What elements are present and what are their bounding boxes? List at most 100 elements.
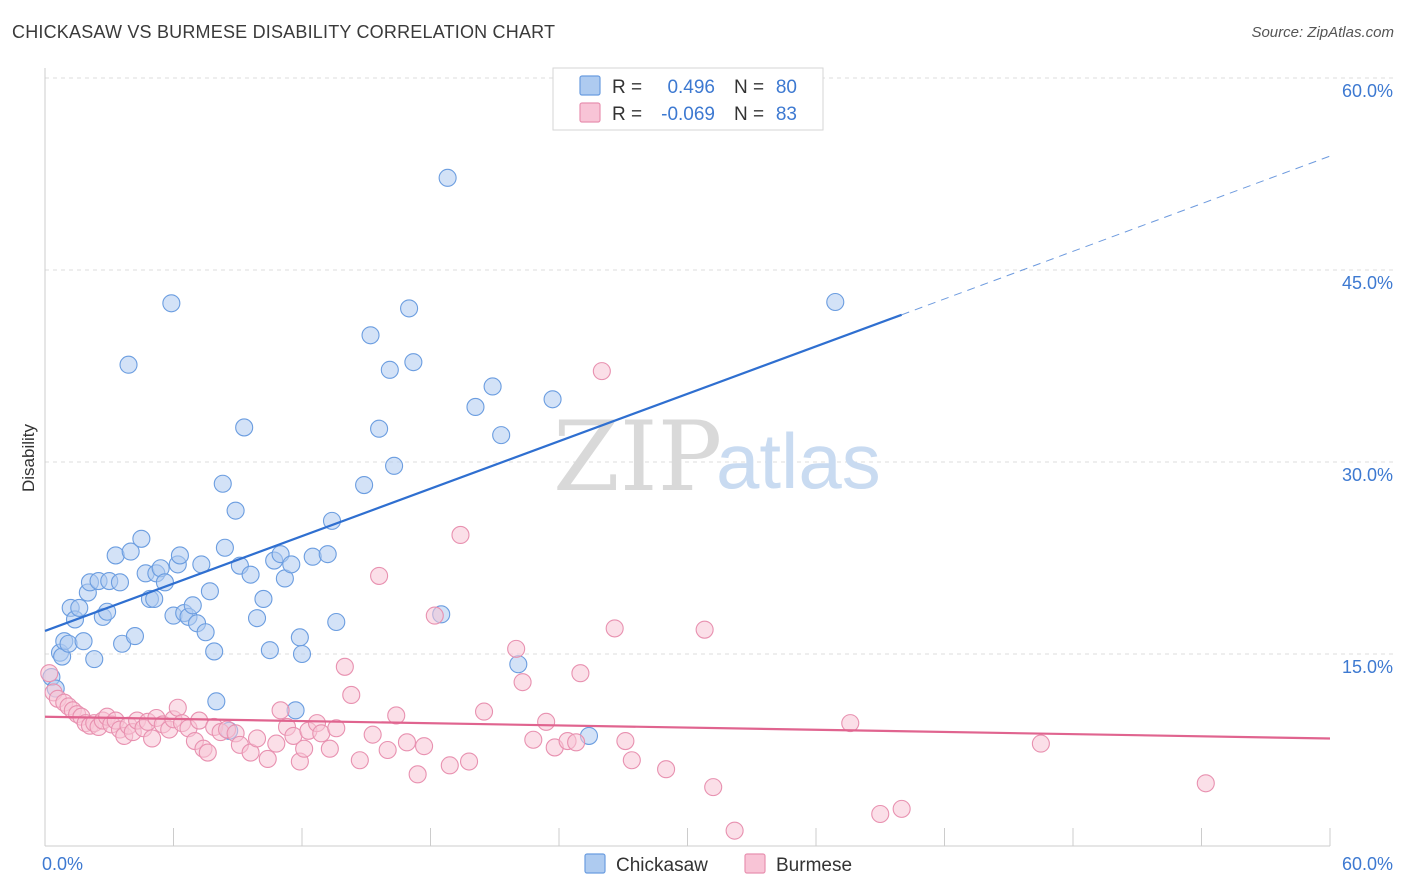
bottom-legend-swatch-chickasaw bbox=[584, 853, 606, 874]
data-point-burmese bbox=[397, 733, 416, 752]
data-point-chickasaw bbox=[241, 565, 260, 584]
data-point-chickasaw bbox=[404, 353, 423, 372]
data-point-burmese bbox=[271, 701, 290, 720]
data-point-chickasaw bbox=[119, 355, 138, 374]
data-point-chickasaw bbox=[207, 692, 226, 711]
data-point-burmese bbox=[592, 362, 611, 381]
data-point-burmese bbox=[143, 729, 162, 748]
legend: R = 0.496 N = 80 R = -0.069 N = 83 bbox=[552, 67, 824, 131]
data-point-chickasaw bbox=[226, 501, 245, 520]
x-tick-label: 60.0% bbox=[1342, 854, 1393, 874]
data-point-burmese bbox=[451, 525, 470, 545]
legend-swatch-chickasaw bbox=[579, 75, 601, 96]
data-point-chickasaw bbox=[162, 294, 181, 313]
data-point-burmese bbox=[320, 739, 339, 758]
data-point-burmese bbox=[378, 740, 397, 760]
data-point-chickasaw bbox=[106, 546, 125, 565]
trend-line-extension-chickasaw bbox=[901, 155, 1331, 316]
data-point-chickasaw bbox=[385, 456, 404, 475]
data-point-chickasaw bbox=[110, 573, 130, 592]
legend-r-value-chickasaw: 0.496 bbox=[667, 77, 715, 98]
data-point-burmese bbox=[415, 737, 434, 756]
data-point-burmese bbox=[513, 673, 532, 692]
data-point-chickasaw bbox=[355, 475, 374, 495]
data-point-chickasaw bbox=[282, 555, 301, 574]
data-point-burmese bbox=[605, 619, 624, 638]
data-point-chickasaw bbox=[235, 418, 254, 437]
data-point-burmese bbox=[459, 752, 479, 771]
data-point-chickasaw bbox=[327, 612, 346, 632]
data-point-burmese bbox=[425, 606, 444, 625]
data-point-burmese bbox=[370, 566, 389, 585]
legend-n-value-burmese: 83 bbox=[776, 104, 797, 125]
watermark-atlas: atlas bbox=[716, 417, 881, 505]
data-point-chickasaw bbox=[400, 299, 419, 318]
data-point-burmese bbox=[312, 724, 331, 743]
data-point-chickasaw bbox=[155, 573, 174, 592]
data-point-burmese bbox=[704, 778, 723, 797]
data-point-burmese bbox=[267, 734, 286, 753]
y-tick-label: 60.0% bbox=[1342, 81, 1393, 101]
data-point-chickasaw bbox=[492, 426, 511, 445]
watermark-zip: ZIP bbox=[553, 401, 722, 513]
data-point-burmese bbox=[537, 712, 556, 731]
data-point-chickasaw bbox=[215, 538, 234, 557]
data-point-chickasaw bbox=[213, 474, 232, 493]
legend-n-value-chickasaw: 80 bbox=[776, 77, 797, 98]
data-point-burmese bbox=[335, 657, 354, 676]
data-point-burmese bbox=[1031, 734, 1050, 753]
data-point-burmese bbox=[295, 739, 314, 758]
data-point-burmese bbox=[1196, 774, 1215, 793]
data-point-chickasaw bbox=[543, 390, 562, 409]
y-tick-label: 45.0% bbox=[1342, 273, 1393, 293]
data-point-burmese bbox=[695, 620, 714, 639]
data-point-burmese bbox=[474, 702, 494, 721]
data-point-burmese bbox=[440, 756, 459, 775]
chart-title: CHICKASAW VS BURMESE DISABILITY CORRELAT… bbox=[12, 22, 556, 42]
y-tick-label: 15.0% bbox=[1342, 657, 1393, 677]
x-tick-label: 0.0% bbox=[42, 854, 83, 874]
legend-r-label-chickasaw: R = bbox=[612, 77, 642, 98]
data-point-chickasaw bbox=[292, 644, 312, 664]
data-point-burmese bbox=[363, 725, 382, 744]
data-point-chickasaw bbox=[70, 598, 89, 617]
data-point-chickasaw bbox=[254, 589, 273, 609]
data-point-chickasaw bbox=[196, 623, 215, 642]
data-point-chickasaw bbox=[361, 326, 380, 345]
data-point-burmese bbox=[892, 799, 911, 818]
data-point-burmese bbox=[247, 729, 267, 748]
data-point-chickasaw bbox=[438, 168, 457, 187]
data-point-burmese bbox=[871, 804, 890, 824]
trend-line-burmese bbox=[44, 715, 1331, 740]
data-point-chickasaw bbox=[85, 650, 104, 669]
data-point-chickasaw bbox=[509, 655, 528, 674]
y-tick-label: 30.0% bbox=[1342, 465, 1393, 485]
legend-n-label-chickasaw: N = bbox=[734, 77, 764, 98]
legend-r-label-burmese: R = bbox=[612, 104, 642, 125]
x-tick-labels: 0.0% 60.0% bbox=[42, 854, 1393, 874]
data-point-burmese bbox=[387, 706, 406, 725]
data-point-burmese bbox=[350, 751, 369, 770]
data-point-chickasaw bbox=[303, 547, 322, 566]
data-point-chickasaw bbox=[74, 632, 93, 651]
data-point-burmese bbox=[524, 730, 543, 749]
data-point-chickasaw bbox=[125, 627, 144, 646]
data-point-chickasaw bbox=[59, 634, 78, 653]
data-point-burmese bbox=[657, 760, 676, 779]
data-point-burmese bbox=[725, 821, 744, 840]
data-point-chickasaw bbox=[132, 529, 151, 548]
data-point-chickasaw bbox=[466, 397, 485, 417]
data-point-chickasaw bbox=[370, 419, 389, 438]
data-point-burmese bbox=[258, 749, 277, 769]
y-tick-labels: 15.0% 30.0% 45.0% 60.0% bbox=[1342, 81, 1393, 677]
data-point-burmese bbox=[408, 765, 427, 784]
data-point-chickasaw bbox=[380, 360, 399, 379]
legend-swatch-burmese bbox=[579, 102, 601, 123]
y-axis-label: Disability bbox=[19, 423, 38, 492]
data-point-chickasaw bbox=[260, 641, 279, 660]
data-point-burmese bbox=[567, 733, 586, 752]
data-point-burmese bbox=[327, 719, 346, 738]
trend-lines bbox=[44, 155, 1331, 740]
data-point-burmese bbox=[40, 664, 59, 683]
